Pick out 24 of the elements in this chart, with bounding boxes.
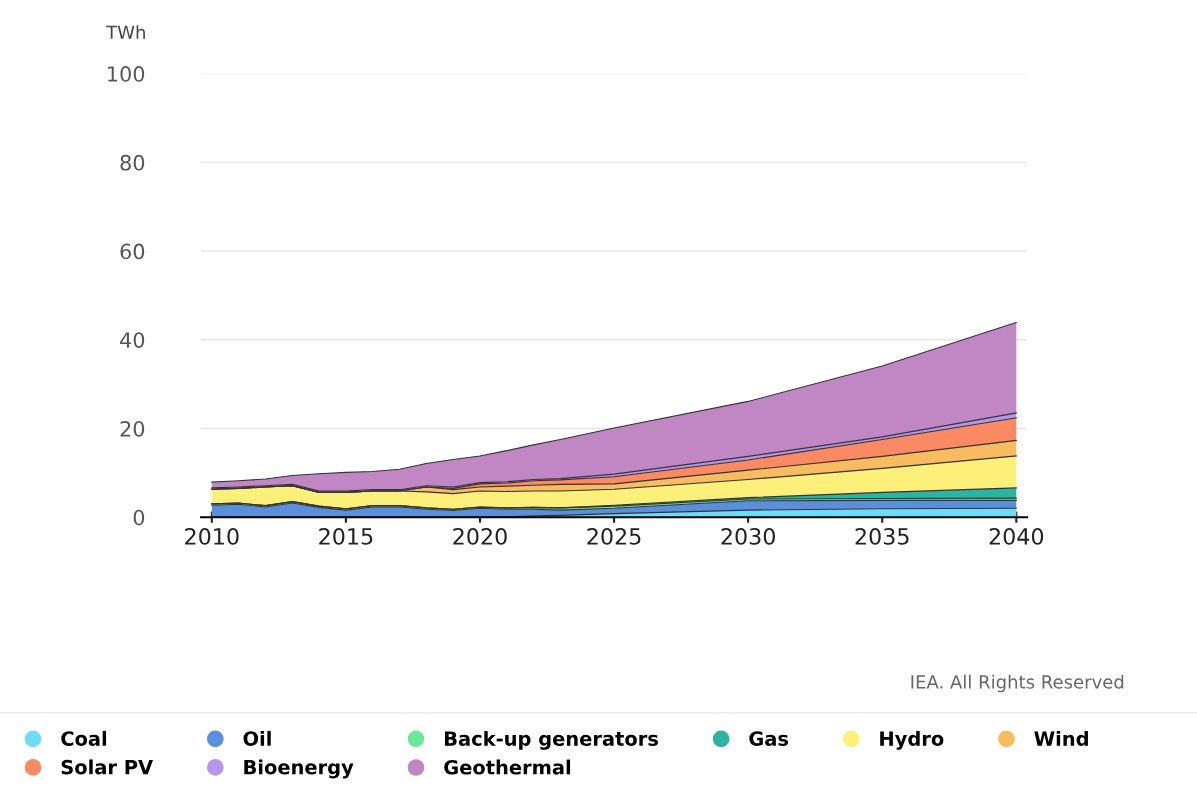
legend-label: Gas: [749, 731, 789, 746]
legend-label: Geothermal: [444, 759, 571, 775]
legend-label: Hydro: [880, 730, 944, 750]
x-tick-label: 2035: [855, 527, 909, 545]
y-tick-label: 0: [133, 509, 145, 526]
x-tick-label: 2020: [453, 527, 507, 545]
y-tick-label: 40: [120, 332, 145, 348]
x-tick-label: 2030: [721, 527, 775, 545]
legend-label: Oil: [243, 730, 271, 746]
y-tick-label: 60: [120, 243, 145, 260]
y-tick-label: 80: [120, 154, 145, 171]
y-axis-title: TWh: [106, 25, 145, 39]
y-tick-label: 20: [120, 420, 145, 437]
legend-label: Wind: [1034, 730, 1088, 746]
legend-label: Back-up generators: [445, 730, 658, 750]
legend-label: Solar PV: [61, 759, 153, 775]
x-tick-label: 2025: [587, 527, 641, 545]
x-tick-label: 2040: [989, 527, 1044, 545]
legend-label: Bioenergy: [244, 759, 354, 779]
text: IEA. All Rights Reserved: [911, 674, 1124, 693]
x-tick-label: 2010: [185, 527, 239, 545]
x-tick-label: 2015: [319, 527, 373, 545]
legend-label: Coal: [61, 730, 107, 746]
y-tick-label: 100: [108, 66, 145, 82]
